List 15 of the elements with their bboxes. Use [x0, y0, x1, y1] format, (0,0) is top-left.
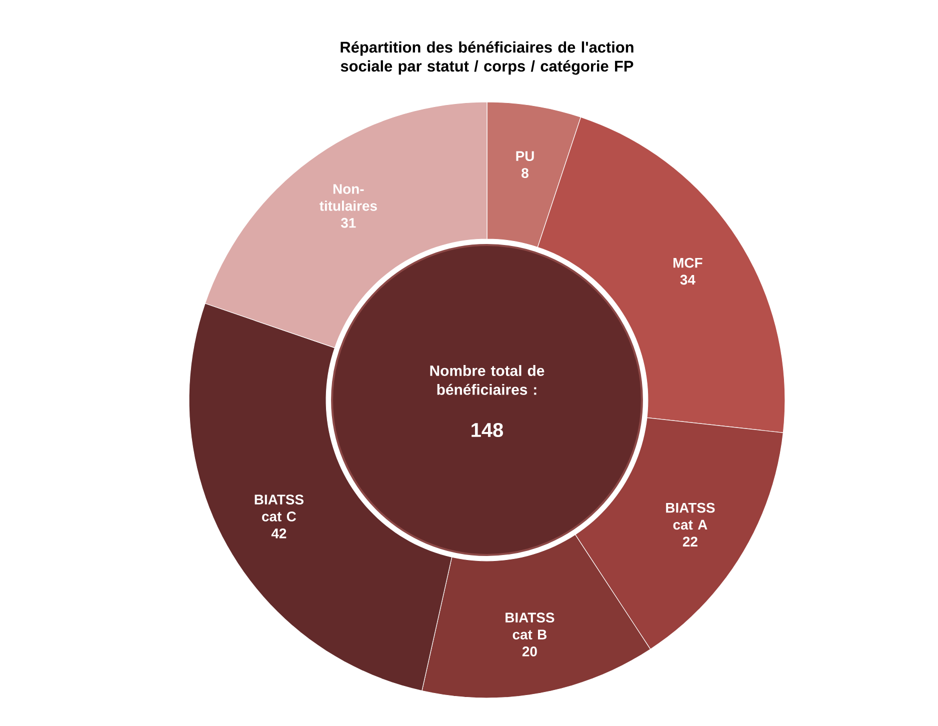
text: Nombre total de bénéficiaires :	[430, 365, 544, 395]
slice-label: PU	[516, 151, 534, 162]
slice-label: BIATSS cat C	[254, 494, 304, 522]
data-label: 34	[680, 274, 696, 285]
slice-label: MCF	[674, 258, 702, 268]
data-label: 8	[522, 168, 528, 178]
data-label: 42	[271, 528, 286, 538]
text: 148	[472, 422, 504, 438]
slice-label: Non-titulaires	[320, 184, 377, 211]
data-label: 31	[340, 218, 356, 228]
slice-label: BIATSS cat B	[506, 612, 554, 640]
data-label: 22	[682, 536, 698, 546]
slice-label: BIATSS cat A	[666, 502, 715, 530]
chart-title: Répartition des bénéficiaires de l'action sociale par statut / corps / catégorie FP	[340, 41, 634, 75]
data-label: 20	[522, 646, 537, 656]
